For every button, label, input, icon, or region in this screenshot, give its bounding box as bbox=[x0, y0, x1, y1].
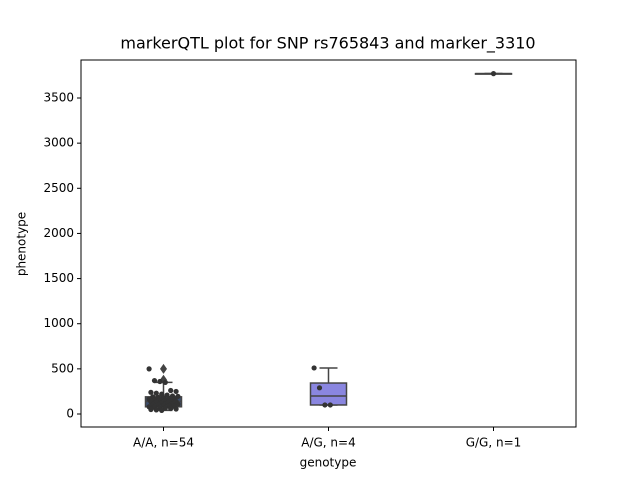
outlier bbox=[160, 363, 167, 374]
x-tick-label: A/A, n=54 bbox=[133, 436, 194, 450]
y-tick-label: 2000 bbox=[43, 226, 74, 240]
y-tick-label: 2500 bbox=[43, 181, 74, 195]
data-point bbox=[148, 389, 154, 395]
y-tick-label: 1000 bbox=[43, 316, 74, 330]
data-point bbox=[327, 402, 333, 408]
data-point bbox=[173, 406, 179, 412]
data-point bbox=[168, 405, 174, 412]
data-point bbox=[153, 390, 159, 396]
data-point bbox=[151, 377, 158, 384]
data-point bbox=[168, 387, 174, 394]
y-tick-label: 3000 bbox=[43, 136, 74, 150]
data-point bbox=[148, 406, 154, 413]
y-tick-label: 0 bbox=[66, 406, 74, 420]
data-point bbox=[316, 385, 323, 391]
data-point bbox=[322, 402, 328, 408]
chart-title: markerQTL plot for SNP rs765843 and mark… bbox=[120, 34, 535, 54]
y-axis-label: phenotype bbox=[15, 212, 29, 276]
data-point bbox=[162, 379, 168, 386]
x-tick-label: A/G, n=4 bbox=[301, 436, 355, 450]
y-tick-label: 500 bbox=[51, 361, 74, 375]
data-point bbox=[153, 407, 159, 413]
data-point bbox=[490, 71, 497, 77]
data-point bbox=[311, 365, 317, 371]
data-point bbox=[157, 378, 163, 385]
data-point bbox=[159, 407, 165, 413]
y-tick-label: 3500 bbox=[43, 91, 74, 105]
x-axis-label: genotype bbox=[300, 456, 357, 470]
data-point bbox=[146, 366, 152, 372]
data-point bbox=[173, 388, 179, 395]
box bbox=[309, 382, 348, 406]
x-tick-label: G/G, n=1 bbox=[466, 436, 522, 450]
y-tick-label: 1500 bbox=[43, 271, 74, 285]
